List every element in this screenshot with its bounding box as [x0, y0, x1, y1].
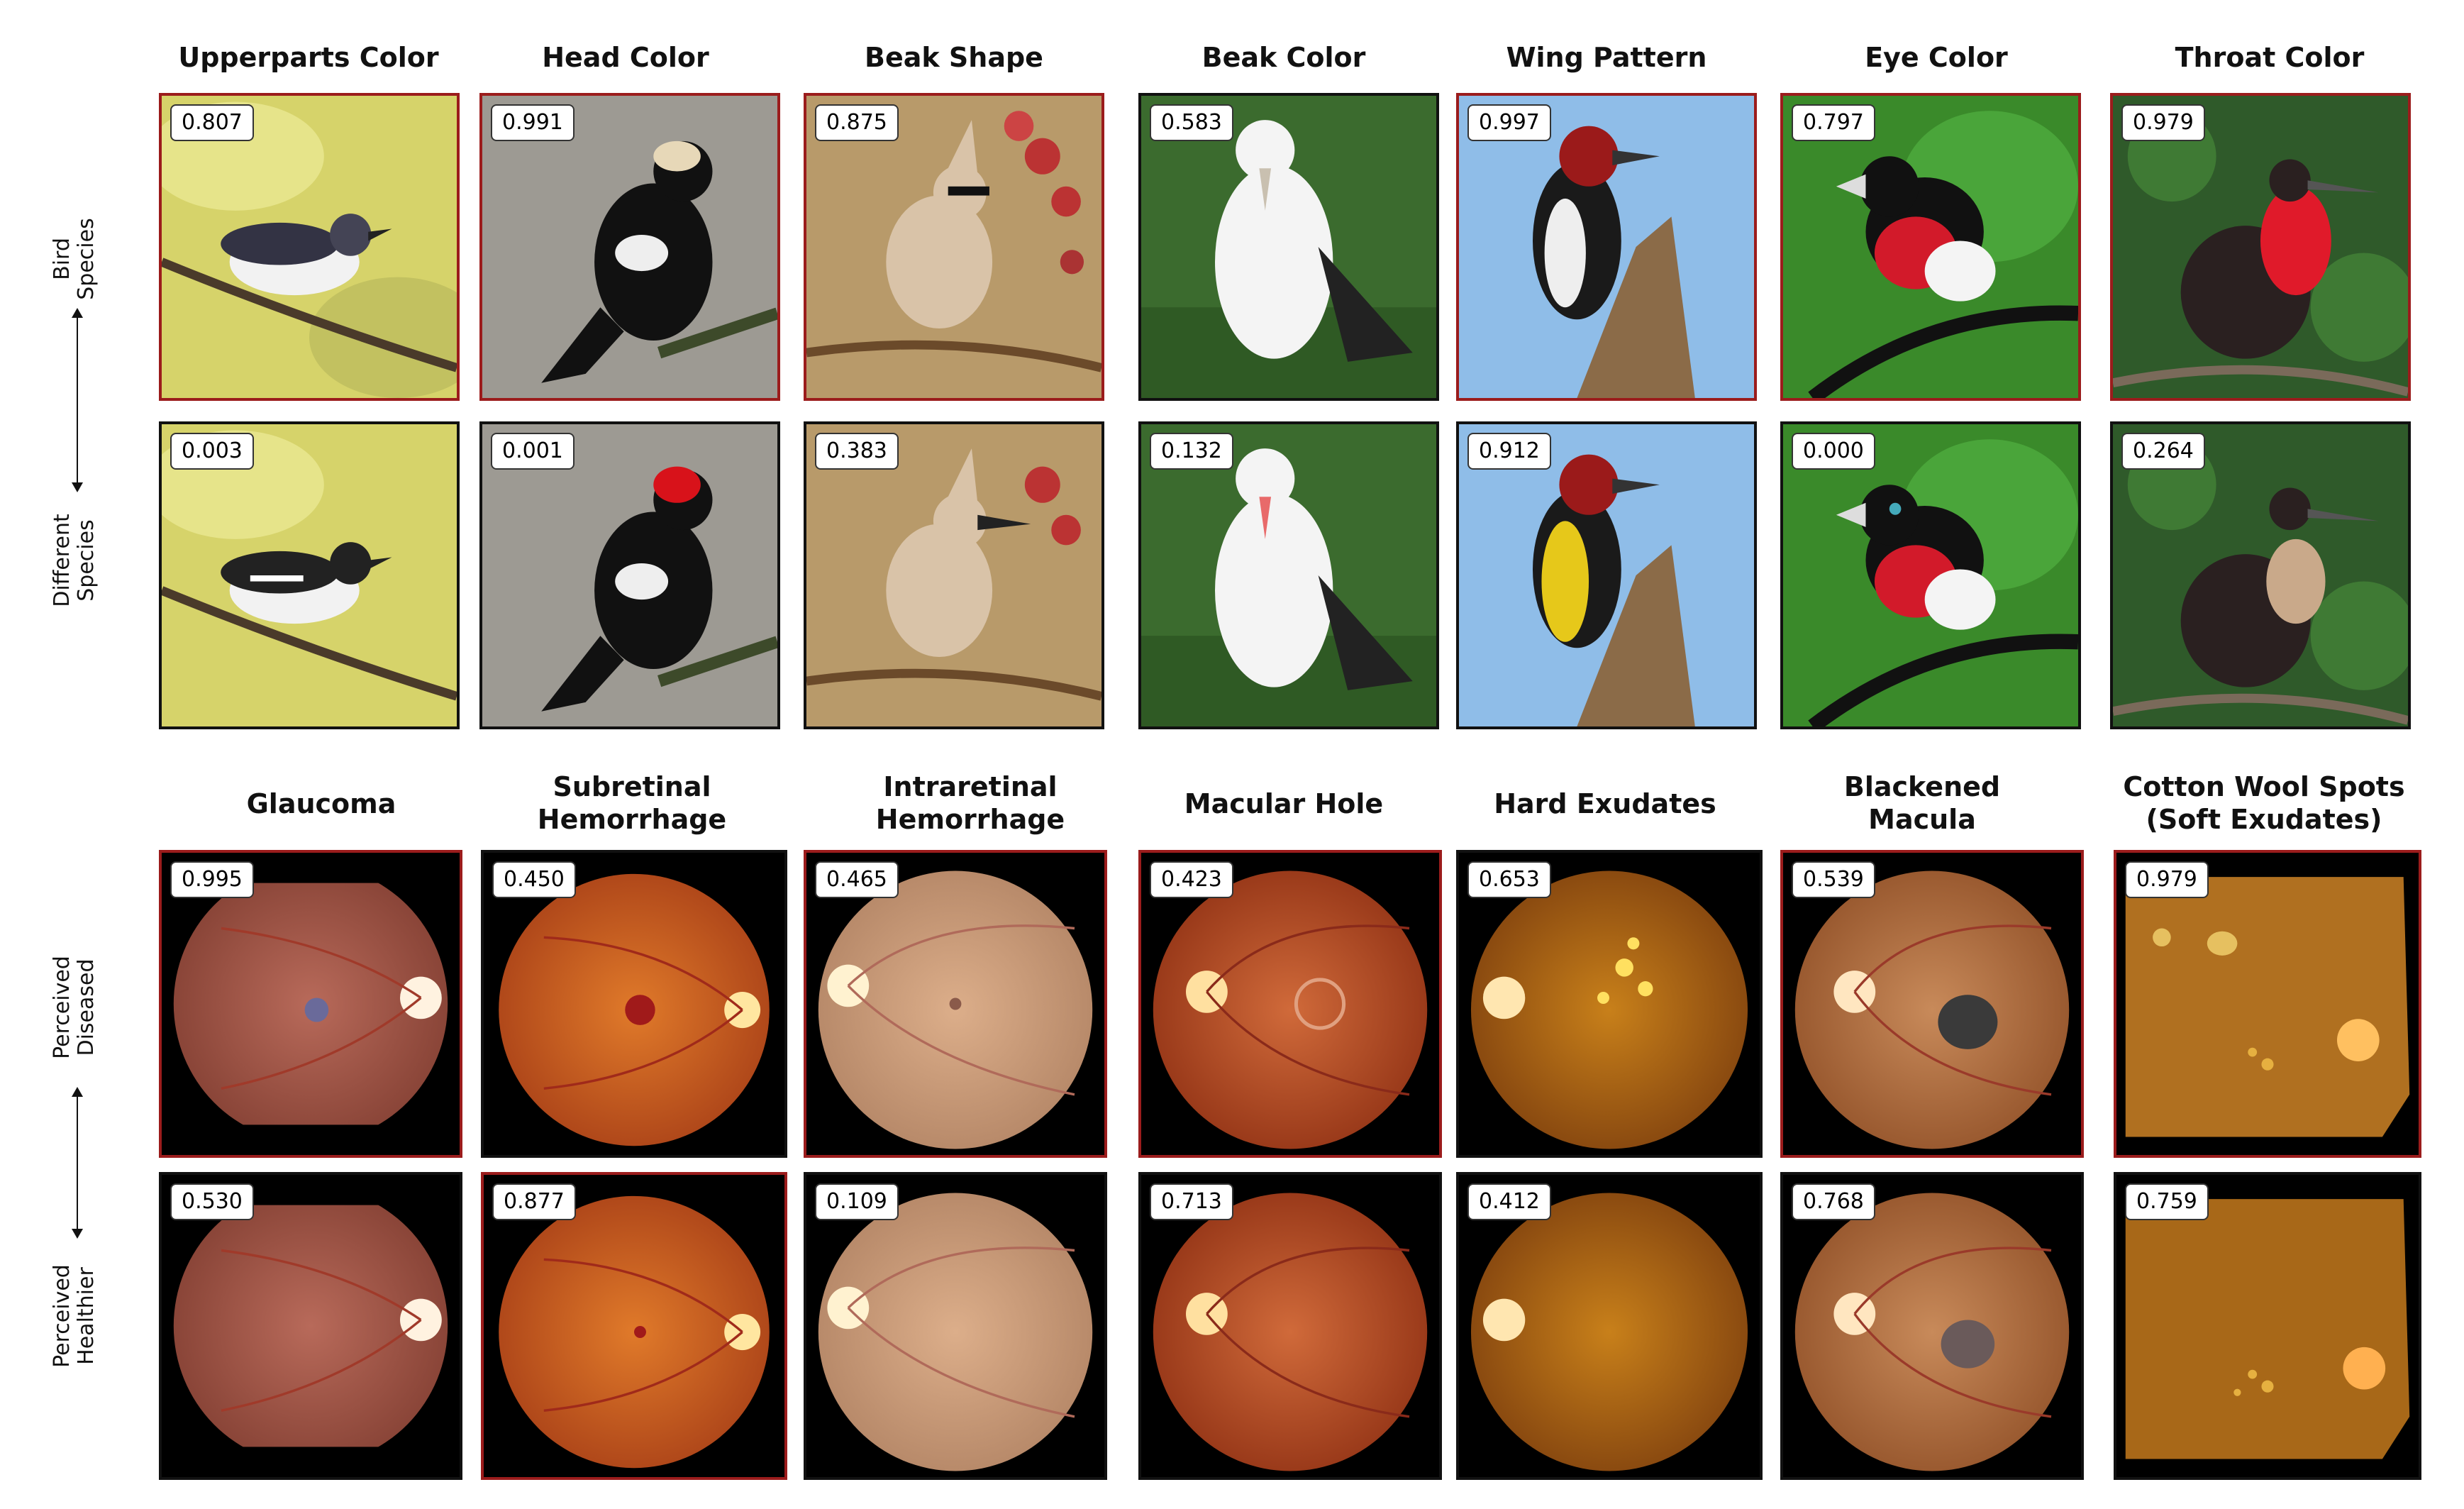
score-badge: 0.991 [491, 104, 575, 141]
bird-col-title-7: Throat Color [2175, 42, 2365, 73]
bird-tile-top-1[interactable]: 0.807 [159, 93, 460, 401]
retina-tile-top-2[interactable]: 0.450 [481, 850, 787, 1158]
bird-tile-top-2[interactable]: 0.991 [479, 93, 780, 401]
score-badge: 0.759 [2125, 1183, 2209, 1220]
retina-col-title-1: Glaucoma [246, 788, 396, 819]
bird-row-label-bottom: Different Species [50, 514, 99, 607]
bird-col-title-3: Beak Shape [865, 42, 1043, 73]
bird-col-title-2: Head Color [542, 42, 709, 73]
bird-tile-top-5[interactable]: 0.997 [1456, 93, 1757, 401]
score-badge: 0.877 [492, 1183, 576, 1220]
bird-arrow-up [72, 308, 83, 318]
score-badge: 0.412 [1467, 1183, 1551, 1220]
retina-row-label-top: Perceived Diseased [50, 956, 99, 1059]
score-badge: 0.264 [2121, 433, 2205, 470]
score-badge: 0.383 [815, 433, 899, 470]
score-badge: 0.423 [1150, 861, 1233, 898]
retina-arrow-up [72, 1087, 83, 1097]
score-badge: 0.000 [1792, 433, 1875, 470]
bird-tile-top-7[interactable]: 0.979 [2110, 93, 2411, 401]
retina-tile-bottom-5[interactable]: 0.412 [1456, 1172, 1763, 1480]
bird-row-label-top: Bird Species [50, 218, 99, 300]
retina-tile-top-3[interactable]: 0.465 [804, 850, 1107, 1158]
bird-tile-top-6[interactable]: 0.797 [1780, 93, 2081, 401]
retina-tile-top-4[interactable]: 0.423 [1138, 850, 1442, 1158]
score-badge: 0.530 [170, 1183, 254, 1220]
retina-tile-top-5[interactable]: 0.653 [1456, 850, 1763, 1158]
score-badge: 0.653 [1467, 861, 1551, 898]
bird-tile-bottom-7[interactable]: 0.264 [2110, 421, 2411, 729]
score-badge: 0.109 [815, 1183, 899, 1220]
score-badge: 0.997 [1467, 104, 1551, 141]
retina-arrow-down [72, 1229, 83, 1239]
retina-tile-bottom-1[interactable]: 0.530 [159, 1172, 462, 1480]
bird-arrow-down [72, 482, 83, 492]
score-badge: 0.912 [1467, 433, 1551, 470]
bird-tile-top-3[interactable]: 0.875 [804, 93, 1104, 401]
score-badge: 0.583 [1150, 104, 1233, 141]
retina-tile-top-1[interactable]: 0.995 [159, 850, 462, 1158]
score-badge: 0.995 [170, 861, 254, 898]
score-badge: 0.979 [2121, 104, 2205, 141]
retina-col-title-4: Macular Hole [1184, 788, 1384, 819]
score-badge: 0.003 [170, 433, 254, 470]
retina-tile-bottom-4[interactable]: 0.713 [1138, 1172, 1442, 1480]
bird-tile-bottom-1[interactable]: 0.003 [159, 421, 460, 729]
bird-arrow-line [77, 316, 78, 484]
retina-tile-bottom-6[interactable]: 0.768 [1780, 1172, 2084, 1480]
retina-tile-bottom-7[interactable]: 0.759 [2114, 1172, 2421, 1480]
retina-tile-top-6[interactable]: 0.539 [1780, 850, 2084, 1158]
score-badge: 0.875 [815, 104, 899, 141]
score-badge: 0.539 [1792, 861, 1875, 898]
retina-col-title-5: Hard Exudates [1494, 788, 1716, 819]
bird-tile-bottom-4[interactable]: 0.132 [1138, 421, 1439, 729]
retina-tile-bottom-3[interactable]: 0.109 [804, 1172, 1107, 1480]
bird-tile-bottom-3[interactable]: 0.383 [804, 421, 1104, 729]
bird-col-title-4: Beak Color [1202, 42, 1366, 73]
retina-col-title-7: Cotton Wool Spots (Soft Exudates) [2123, 771, 2405, 835]
score-badge: 0.465 [815, 861, 899, 898]
score-badge: 0.450 [492, 861, 576, 898]
bird-col-title-5: Wing Pattern [1506, 42, 1707, 73]
score-badge: 0.768 [1792, 1183, 1875, 1220]
retina-tile-top-7[interactable]: 0.979 [2114, 850, 2421, 1158]
retina-col-title-2: Subretinal Hemorrhage [537, 771, 727, 835]
score-badge: 0.001 [491, 433, 575, 470]
retina-tile-bottom-2[interactable]: 0.877 [481, 1172, 787, 1480]
bird-tile-bottom-6[interactable]: 0.000 [1780, 421, 2081, 729]
score-badge: 0.807 [170, 104, 254, 141]
score-badge: 0.797 [1792, 104, 1875, 141]
bird-col-title-1: Upperparts Color [178, 42, 439, 73]
bird-tile-top-4[interactable]: 0.583 [1138, 93, 1439, 401]
retina-col-title-3: Intraretinal Hemorrhage [875, 771, 1065, 835]
score-badge: 0.132 [1150, 433, 1233, 470]
bird-tile-bottom-5[interactable]: 0.912 [1456, 421, 1757, 729]
score-badge: 0.713 [1150, 1183, 1233, 1220]
score-badge: 0.979 [2125, 861, 2209, 898]
retina-arrow-line [77, 1095, 78, 1230]
retina-row-label-bottom: Perceived Healthier [50, 1264, 99, 1368]
retina-col-title-6: Blackened Macula [1843, 771, 2001, 835]
bird-tile-bottom-2[interactable]: 0.001 [479, 421, 780, 729]
bird-col-title-6: Eye Color [1865, 42, 2008, 73]
